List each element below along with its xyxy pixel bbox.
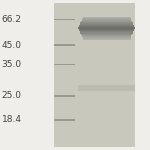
Text: 35.0: 35.0	[2, 60, 22, 69]
Text: 66.2: 66.2	[2, 15, 21, 24]
Bar	[54, 3, 135, 147]
Bar	[54, 44, 75, 46]
Bar	[78, 27, 135, 28]
Bar	[79, 29, 134, 30]
Bar	[79, 26, 134, 27]
Bar	[82, 38, 130, 39]
Bar	[81, 22, 132, 23]
Bar	[80, 24, 133, 25]
Bar	[82, 20, 131, 21]
Bar	[54, 119, 75, 121]
Bar	[80, 23, 133, 24]
Bar	[79, 26, 134, 27]
Bar	[82, 18, 131, 20]
Bar	[82, 37, 130, 38]
Bar	[79, 30, 134, 31]
Bar	[82, 17, 130, 18]
Bar	[79, 30, 134, 31]
Bar	[82, 36, 131, 37]
Bar	[82, 19, 131, 20]
Bar	[54, 63, 75, 65]
Bar	[80, 31, 133, 32]
Bar	[82, 38, 130, 39]
Bar	[81, 20, 132, 21]
Bar	[82, 39, 130, 40]
Bar	[79, 29, 134, 30]
Bar	[78, 27, 135, 28]
Bar	[80, 33, 133, 34]
Bar	[78, 85, 135, 91]
Bar	[82, 18, 130, 19]
Bar	[80, 22, 133, 23]
Bar	[79, 25, 134, 26]
Text: 18.4: 18.4	[2, 116, 21, 124]
Bar	[81, 34, 132, 35]
Bar	[81, 33, 132, 34]
Bar	[82, 17, 130, 18]
Bar	[81, 34, 132, 35]
Bar	[79, 25, 134, 26]
Bar	[80, 31, 133, 32]
Bar	[54, 18, 75, 20]
Bar	[81, 21, 132, 22]
Text: 25.0: 25.0	[2, 92, 21, 100]
Text: 45.0: 45.0	[2, 40, 21, 50]
Bar	[82, 35, 131, 36]
Bar	[81, 35, 132, 36]
Bar	[82, 36, 131, 38]
Bar	[80, 32, 133, 33]
Bar	[80, 24, 133, 25]
Bar	[81, 21, 132, 22]
Bar	[78, 28, 135, 29]
Bar	[54, 95, 75, 97]
